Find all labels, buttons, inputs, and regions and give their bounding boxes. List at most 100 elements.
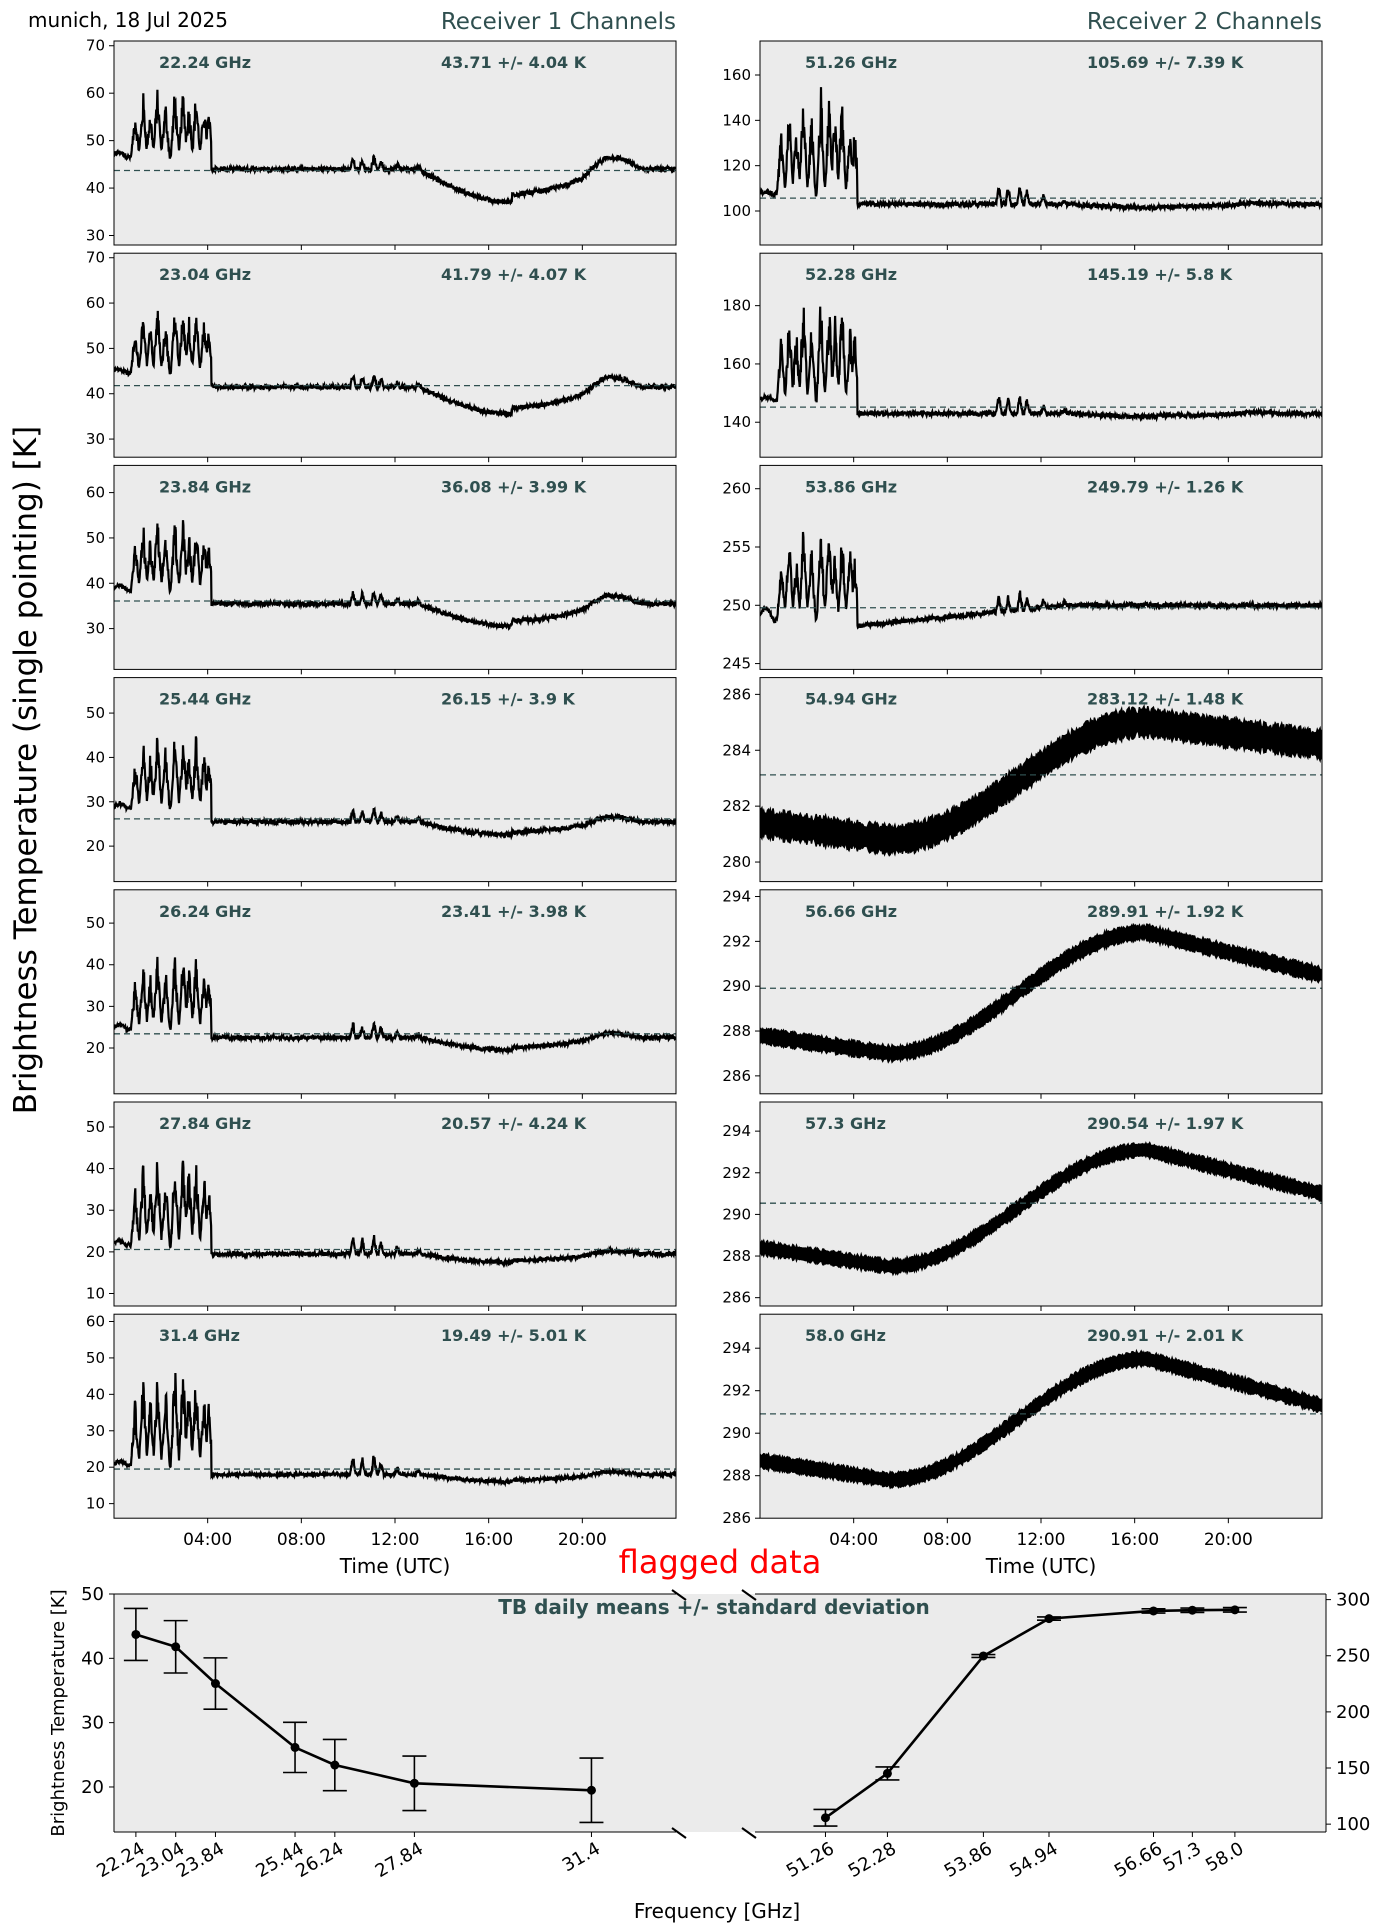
y-tick-label: 140 — [722, 413, 751, 431]
time-tick-label: 20:00 — [558, 1530, 607, 1550]
y-tick-label: 120 — [722, 157, 751, 175]
frequency-tick-label: 53.86 — [941, 1838, 996, 1882]
time-tick-label: 12:00 — [1017, 1530, 1066, 1550]
time-axis-label: Time (UTC) — [339, 1554, 451, 1578]
right-y-tick-label: 200 — [1336, 1702, 1370, 1723]
mean-std-label: 19.49 +/- 5.01 K — [441, 1326, 587, 1345]
time-series-panel: 30 40 50 60 70 23.04 GHz 41.79 +/- 4.07 K — [86, 249, 677, 463]
data-trace — [114, 520, 676, 631]
panel-background — [760, 1314, 1322, 1519]
data-trace — [114, 1372, 676, 1488]
y-tick-label: 140 — [722, 111, 751, 129]
time-series-panel: 286 288 290 292 294 58.0 GHz 290.91 +/- 2.01 K — [722, 1313, 1323, 1527]
y-tick-label: 50 — [86, 529, 105, 547]
y-tick-label: 30 — [86, 997, 105, 1015]
mean-std-label: 43.71 +/- 4.04 K — [441, 53, 587, 72]
time-tick-label: 08:00 — [923, 1530, 972, 1550]
y-tick-label: 40 — [86, 179, 105, 197]
time-series-panel: 100 120 140 160 51.26 GHz 105.69 +/- 7.39 K — [722, 40, 1323, 250]
mean-std-label: 105.69 +/- 7.39 K — [1087, 53, 1244, 72]
y-tick-label: 30 — [86, 1201, 105, 1219]
data-trace — [760, 704, 1322, 857]
mean-std-label: 249.79 +/- 1.26 K — [1087, 477, 1244, 496]
y-tick-label: 50 — [86, 704, 105, 722]
y-tick-label: 250 — [722, 596, 751, 614]
data-trace — [114, 956, 676, 1056]
panel-background — [760, 889, 1322, 1094]
summary-background — [114, 1594, 1326, 1832]
time-axis-label: Time (UTC) — [985, 1554, 1097, 1578]
mean-point — [330, 1760, 340, 1770]
left-y-tick-label: 20 — [81, 1777, 104, 1798]
y-tick-label: 50 — [86, 132, 105, 150]
frequency-label: 54.94 GHz — [805, 690, 897, 709]
y-tick-label: 40 — [86, 956, 105, 974]
frequency-tick-label: 57.3 — [1160, 1838, 1205, 1876]
data-trace — [114, 89, 676, 207]
left-y-tick-label: 40 — [81, 1648, 104, 1669]
y-tick-label: 286 — [722, 685, 751, 703]
frequency-axis-label: Frequency [GHz] — [634, 1899, 800, 1923]
frequency-label: 51.26 GHz — [805, 53, 897, 72]
y-tick-label: 286 — [722, 1067, 751, 1085]
y-tick-label: 245 — [722, 655, 751, 673]
y-tick-label: 292 — [722, 932, 751, 950]
panel-background — [760, 1102, 1322, 1306]
time-series-panel: 10 20 30 40 50 60 31.4 GHz 19.49 +/- 5.01 K — [86, 1312, 677, 1524]
time-series-panel: 20 30 40 50 25.44 GHz 26.15 +/- 3.9 K — [86, 677, 677, 887]
frequency-tick-label: 54.94 — [1006, 1838, 1061, 1882]
receiver1-title: Receiver 1 Channels — [440, 9, 676, 35]
frequency-label: 23.04 GHz — [159, 265, 251, 284]
y-tick-label: 20 — [86, 1243, 105, 1261]
time-series-panel: 280 282 284 286 54.94 GHz 283.12 +/- 1.48 K — [722, 677, 1323, 887]
mean-std-label: 26.15 +/- 3.9 K — [441, 690, 576, 709]
axis-break-mark — [741, 1827, 757, 1839]
y-tick-label: 160 — [722, 66, 751, 84]
y-tick-label: 286 — [722, 1509, 751, 1527]
mean-point — [409, 1778, 419, 1788]
frequency-label: 56.66 GHz — [805, 902, 897, 921]
frequency-label: 52.28 GHz — [805, 265, 897, 284]
mean-std-label: 41.79 +/- 4.07 K — [441, 265, 587, 284]
y-tick-label: 294 — [722, 888, 751, 906]
frequency-tick-label: 27.84 — [372, 1838, 427, 1882]
y-tick-label: 288 — [722, 1467, 751, 1485]
y-tick-label: 30 — [86, 620, 105, 638]
frequency-tick-label: 31.4 — [559, 1838, 604, 1876]
time-series-panel: 286 288 290 292 294 56.66 GHz 289.91 +/- 1.92 … — [722, 888, 1323, 1099]
mean-std-label: 283.12 +/- 1.48 K — [1087, 690, 1244, 709]
y-tick-label: 60 — [86, 84, 105, 102]
mean-point — [978, 1651, 988, 1661]
right-y-tick-label: 150 — [1336, 1758, 1370, 1779]
y-tick-label: 282 — [722, 797, 751, 815]
time-series-panel: 10 20 30 40 50 27.84 GHz 20.57 +/- 4.24 K — [86, 1101, 677, 1311]
y-tick-label: 40 — [86, 574, 105, 592]
frequency-label: 26.24 GHz — [159, 902, 251, 921]
y-tick-label: 50 — [86, 1349, 105, 1367]
y-tick-label: 288 — [722, 1247, 751, 1265]
mean-point — [171, 1642, 181, 1652]
y-tick-label: 294 — [722, 1339, 751, 1357]
time-series-panel: 30 40 50 60 70 22.24 GHz 43.71 +/- 4.04 K — [86, 37, 677, 250]
y-tick-label: 70 — [86, 249, 105, 267]
y-tick-label: 40 — [86, 1160, 105, 1178]
axis-break-mark — [671, 1589, 687, 1601]
time-series-panel: 245 250 255 260 53.86 GHz 249.79 +/- 1.26 K — [722, 464, 1323, 675]
receiver2-title: Receiver 2 Channels — [1086, 9, 1322, 35]
mean-point — [1148, 1606, 1158, 1616]
mean-point — [1044, 1614, 1054, 1624]
mean-point — [131, 1629, 141, 1639]
time-tick-label: 16:00 — [464, 1530, 513, 1550]
y-tick-label: 260 — [722, 480, 751, 498]
y-tick-label: 40 — [86, 748, 105, 766]
y-tick-label: 180 — [722, 297, 751, 315]
y-tick-label: 255 — [722, 538, 751, 556]
right-y-tick-label: 300 — [1336, 1590, 1370, 1611]
left-y-tick-label: 30 — [81, 1713, 104, 1734]
frequency-tick-label: 56.66 — [1111, 1838, 1166, 1882]
data-trace — [114, 310, 676, 419]
y-tick-label: 30 — [86, 793, 105, 811]
daily-means-chart: TB daily means +/- standard deviation 20 3… — [48, 1584, 1370, 1923]
frequency-tick-label: 52.28 — [845, 1838, 900, 1882]
